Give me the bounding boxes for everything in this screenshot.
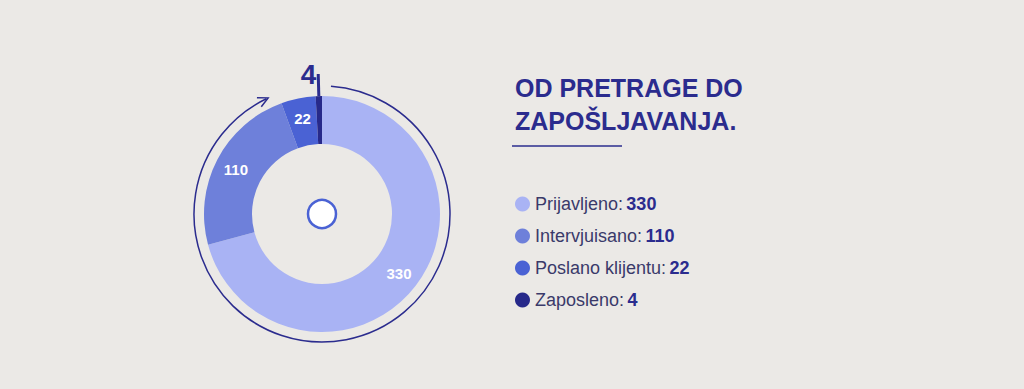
svg-text:330: 330 [626, 194, 656, 214]
svg-text:110: 110 [224, 161, 248, 178]
svg-text:Prijavljeno:: Prijavljeno: [535, 194, 623, 214]
svg-text:Poslano klijentu:: Poslano klijentu: [535, 258, 666, 278]
svg-text:Zaposleno:: Zaposleno: [535, 290, 624, 310]
svg-text:330: 330 [386, 265, 411, 282]
svg-text:4: 4 [301, 59, 317, 90]
svg-text:OD PRETRAGE DO: OD PRETRAGE DO [515, 74, 750, 102]
svg-text:110: 110 [645, 226, 674, 246]
svg-text:ZAPOŠLJAVANJA.: ZAPOŠLJAVANJA. [515, 106, 736, 135]
svg-text:22: 22 [294, 110, 311, 127]
svg-text:4: 4 [627, 290, 637, 310]
svg-text:22: 22 [669, 258, 689, 278]
svg-text:Intervjuisano:: Intervjuisano: [535, 226, 642, 246]
